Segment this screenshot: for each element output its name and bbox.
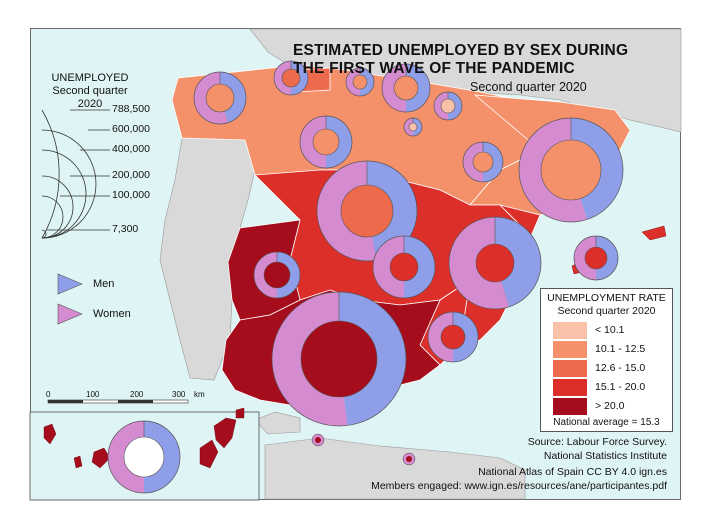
donut-center (205, 83, 235, 113)
women-segment (404, 118, 413, 136)
size-legend-value: 600,000 (112, 123, 150, 135)
men-segment (453, 312, 478, 362)
morocco-land (264, 437, 526, 500)
map-subtitle: Second quarter 2020 (470, 80, 587, 94)
rate-class-label: 10.1 - 12.5 (595, 343, 646, 355)
size-legend-symbols (41, 109, 110, 239)
donut-symbols (107, 60, 624, 494)
size-legend-heading: UNEMPLOYED Second quarter 2020 (40, 72, 140, 111)
women-legend-symbol (57, 303, 83, 325)
donut-center (393, 75, 419, 101)
rate-class-label: > 20.0 (595, 400, 625, 412)
size-legend-value: 200,000 (112, 169, 150, 181)
rate-class-row: 10.1 - 12.5 (553, 341, 671, 358)
size-legend-value: 100,000 (112, 189, 150, 201)
rate-legend-subtitle: Second quarter 2020 (557, 305, 656, 317)
men-segment (495, 217, 541, 307)
portugal-land (159, 137, 256, 381)
donut-center (472, 151, 494, 173)
size-legend-value: 788,500 (112, 103, 150, 115)
donut-center (263, 261, 291, 289)
women-segment (373, 236, 404, 298)
rate-legend-title: UNEMPLOYMENT RATE (547, 292, 666, 304)
region-donut (433, 91, 463, 121)
donut-center (312, 128, 340, 156)
credit-source: Source: Labour Force Survey. (527, 436, 667, 448)
rate-swatch (553, 379, 587, 396)
credit-institute: National Statistics Institute (543, 450, 667, 462)
region-donut (193, 71, 247, 125)
region-donut (273, 60, 309, 96)
region-donut (253, 251, 301, 299)
gibraltar-strait-land (254, 411, 301, 435)
donut-center (584, 246, 608, 270)
rate-class-row: > 20.0 (553, 398, 671, 415)
region-donut (427, 311, 479, 363)
region-donut (518, 117, 624, 223)
scale-unit-label: km (194, 390, 205, 399)
rate-legend-heading: UNEMPLOYMENT RATE Second quarter 2020 (541, 292, 672, 318)
scale-tick-label: 300 (172, 390, 186, 399)
scale-tick-label: 100 (86, 390, 100, 399)
scale-bar (47, 399, 189, 404)
women-segment (428, 312, 453, 362)
size-legend-title: UNEMPLOYED (51, 72, 129, 84)
donut-center (540, 139, 602, 201)
rate-swatch (553, 360, 587, 377)
men-segment (413, 118, 422, 136)
women-legend-label: Women (93, 308, 131, 320)
rate-class-row: 12.6 - 15.0 (553, 360, 671, 377)
donut-center (300, 320, 378, 398)
men-segment (404, 236, 435, 298)
rate-class-label: < 10.1 (595, 324, 625, 336)
rate-class-row: 15.1 - 20.0 (553, 379, 671, 396)
region-donut (299, 115, 353, 169)
region-donut (448, 216, 542, 310)
region-donut (345, 67, 375, 97)
rate-class-label: 12.6 - 15.0 (595, 362, 646, 374)
region-donut (271, 291, 407, 427)
region-donut (107, 420, 181, 494)
national-average: National average = 15.3 (553, 417, 660, 428)
rate-class-row: < 10.1 (553, 322, 671, 339)
map-title: ESTIMATED UNEMPLOYED BY SEX DURING THE F… (293, 42, 629, 77)
rate-swatch (553, 341, 587, 358)
region-donut (462, 141, 504, 183)
donut-center (440, 324, 466, 350)
region-donut (381, 63, 431, 113)
rate-swatch (553, 322, 587, 339)
donut-center (408, 122, 418, 132)
size-legend-value: 400,000 (112, 143, 150, 155)
unemployment-rate-legend: UNEMPLOYMENT RATE Second quarter 2020 < … (540, 288, 673, 432)
rate-class-label: 15.1 - 20.0 (595, 381, 646, 393)
scale-tick-label: 0 (46, 390, 51, 399)
credit-atlas: National Atlas of Spain CC BY 4.0 ign.es (478, 466, 667, 478)
donut-center (475, 243, 515, 283)
donut-center (340, 184, 394, 238)
donut-center (389, 252, 419, 282)
size-legend-value: 7,300 (112, 223, 139, 235)
size-legend-subtitle: Second quarter 2020 (52, 85, 128, 110)
scale-tick-label: 200 (130, 390, 144, 399)
men-legend-label: Men (93, 278, 115, 290)
men-legend-symbol (57, 273, 83, 295)
region-donut (403, 117, 423, 137)
ceuta-melilla (311, 433, 416, 466)
region-donut (316, 160, 418, 262)
donut-center (440, 98, 456, 114)
region-donut (372, 235, 436, 299)
rate-swatch (553, 398, 587, 415)
credit-members: Members engaged: www.ign.es/resources/an… (371, 480, 667, 492)
donut-center (123, 436, 165, 478)
region-donut (573, 235, 619, 281)
